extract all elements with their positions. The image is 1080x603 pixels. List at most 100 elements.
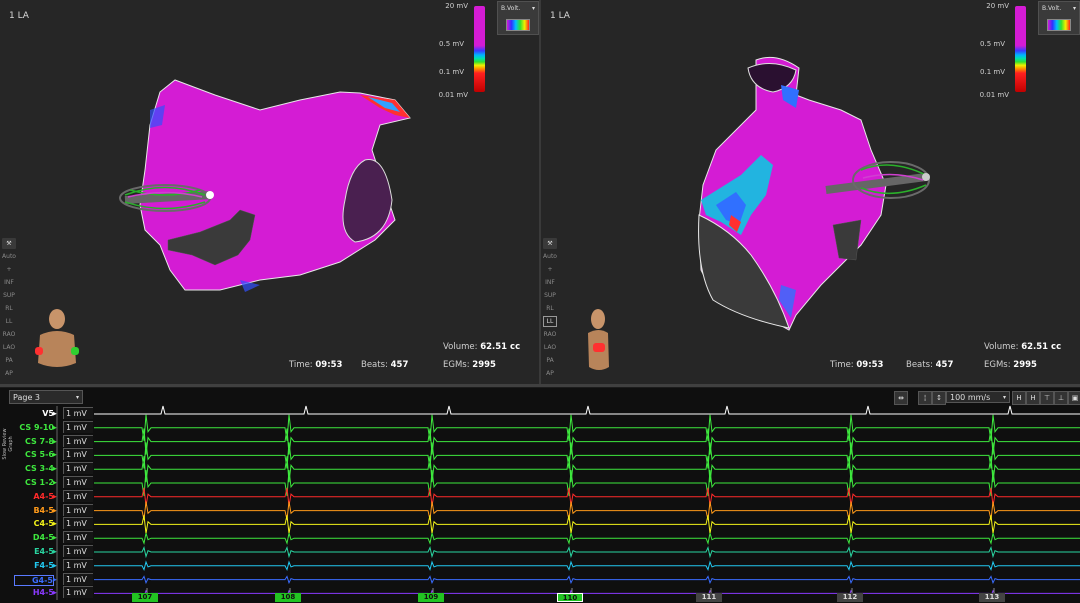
ekg-traces[interactable] <box>0 388 1080 603</box>
view-inf[interactable]: INF <box>4 279 14 286</box>
play-icon: ▶ <box>53 493 57 500</box>
body-orientation-icon[interactable] <box>32 305 82 380</box>
view-rl[interactable]: RL <box>546 305 554 312</box>
beat-number-badge[interactable]: 110 <box>557 593 583 602</box>
tool-add[interactable]: + <box>547 266 553 273</box>
beat-number-badge[interactable]: 109 <box>418 593 444 602</box>
channel-label[interactable]: CS 3-4 <box>24 464 54 474</box>
view-sup[interactable]: SUP <box>3 292 15 299</box>
gain-label[interactable]: 1 mV <box>63 462 93 475</box>
gain-label[interactable]: 1 mV <box>63 558 93 571</box>
gain-label[interactable]: 1 mV <box>63 531 93 544</box>
colorbar-max-label: 20 mV <box>445 2 468 10</box>
ekg-trace <box>94 560 1080 571</box>
gain-label[interactable]: 1 mV <box>63 476 93 488</box>
gain-label[interactable]: 1 mV <box>63 420 93 433</box>
gain-label[interactable]: 1 mV <box>63 489 93 502</box>
channel-label[interactable]: V5 <box>42 409 54 418</box>
page-selector[interactable]: Page 3 ▾ <box>9 390 83 404</box>
channel-label[interactable]: H4-5 <box>32 588 54 598</box>
page-selector-label: Page 3 <box>13 393 40 402</box>
view-rao[interactable]: RAO <box>2 331 16 338</box>
beat-number-badge[interactable]: 107 <box>132 593 158 602</box>
map-type-label: B.Volt. <box>501 5 521 12</box>
channel-label[interactable]: CS 9-10 <box>19 422 54 432</box>
channel-label[interactable]: CS 7-8 <box>24 436 54 446</box>
pin-icon[interactable]: ⚒ <box>543 238 557 249</box>
view-ll[interactable]: LL <box>543 316 557 327</box>
tool-add[interactable]: + <box>6 266 12 273</box>
ekg-trace <box>94 589 1080 598</box>
channel-label[interactable]: G4-5 <box>14 574 54 586</box>
zoom-out-icon[interactable]: H <box>1026 391 1040 405</box>
view-ll[interactable]: LL <box>5 318 13 325</box>
gain-label[interactable]: 1 mV <box>63 545 93 557</box>
beats-stat: Beats: 457 <box>361 360 409 370</box>
map-panel-left[interactable]: 1 LA 20 mV 0.5 mV 0.1 mV 0.01 mV B.Volt.… <box>0 0 539 385</box>
beat-number-badge[interactable]: 111 <box>696 593 722 602</box>
view-lao[interactable]: LAO <box>543 344 557 351</box>
map-panel-right[interactable]: 1 LA 20 mV 0.5 mV 0.1 mV 0.01 mV B.Volt.… <box>541 0 1080 385</box>
gain-label[interactable]: 1 mV <box>63 586 93 599</box>
beat-number-badge[interactable]: 113 <box>979 593 1005 602</box>
tool-auto[interactable]: Auto <box>543 253 557 260</box>
gain-label[interactable]: 1 mV <box>63 407 93 419</box>
view-rl[interactable]: RL <box>5 305 13 312</box>
gain-label[interactable]: 1 mV <box>63 503 93 516</box>
sweep-speed-select[interactable]: 100 mm/s ▾ <box>946 391 1010 403</box>
gain-label[interactable]: 1 mV <box>63 448 93 461</box>
anatomy-map-3d[interactable] <box>541 0 1080 385</box>
scale-down-icon[interactable]: ⊥ <box>1054 391 1068 405</box>
view-ap[interactable]: AP <box>5 370 13 377</box>
channel-label[interactable]: E4-5 <box>34 547 54 556</box>
expand-icon[interactable]: ↕ <box>932 391 946 405</box>
play-icon: ▶ <box>53 411 57 417</box>
caliper-icon[interactable]: ⇹ <box>894 391 908 405</box>
ekg-trace <box>94 501 1080 520</box>
chevron-down-icon: ▾ <box>1002 394 1006 401</box>
body-orientation-icon[interactable] <box>573 305 623 380</box>
colorbar-max-label: 20 mV <box>986 2 1009 10</box>
channel-label[interactable]: B4-5 <box>33 505 54 515</box>
beat-number-badge[interactable]: 108 <box>275 593 301 602</box>
colorbar-low-label: 0.1 mV <box>439 68 464 76</box>
zoom-in-icon[interactable]: H <box>1012 391 1026 405</box>
play-icon: ▶ <box>53 521 57 528</box>
view-ap[interactable]: AP <box>546 370 554 377</box>
play-icon: ▶ <box>53 535 57 542</box>
pin-icon[interactable]: ⚒ <box>2 238 16 249</box>
anatomy-map-3d[interactable] <box>0 0 539 385</box>
channel-label[interactable]: CS 5-6 <box>24 450 54 460</box>
view-lao[interactable]: LAO <box>2 344 16 351</box>
ekg-review-panel[interactable]: Page 3 ▾ Slow Review Graph ⇹ ¦ ↕ 100 mm/… <box>0 388 1080 603</box>
channel-label[interactable]: C4-5 <box>33 519 54 529</box>
channel-label[interactable]: A4-5 <box>33 491 54 501</box>
gain-label[interactable]: 1 mV <box>63 517 93 530</box>
palette-icon <box>1047 19 1071 31</box>
view-sup[interactable]: SUP <box>544 292 556 299</box>
map-type-selector[interactable]: B.Volt. ▾ <box>1038 1 1080 35</box>
channel-label[interactable]: D4-5 <box>32 533 54 543</box>
view-inf[interactable]: INF <box>545 279 555 286</box>
ekg-trace <box>94 414 1080 441</box>
ekg-trace <box>94 533 1080 545</box>
channel-label[interactable]: F4-5 <box>34 560 54 570</box>
save-icon[interactable]: ▣ <box>1068 391 1080 405</box>
map-type-selector[interactable]: B.Volt. ▾ <box>497 1 539 35</box>
splitter[interactable] <box>0 384 1080 387</box>
play-icon: ▶ <box>53 562 57 569</box>
panel-divider[interactable] <box>539 0 541 385</box>
tool-auto[interactable]: Auto <box>2 253 16 260</box>
play-icon: ▶ <box>53 590 57 597</box>
view-pa[interactable]: PA <box>546 357 554 364</box>
scale-up-icon[interactable]: ⊤ <box>1040 391 1054 405</box>
marker-icon[interactable]: ¦ <box>918 391 932 405</box>
beat-number-badge[interactable]: 112 <box>837 593 863 602</box>
view-rao[interactable]: RAO <box>543 331 557 338</box>
gain-label[interactable]: 1 mV <box>63 434 93 447</box>
ekg-trace <box>94 515 1080 534</box>
gain-label[interactable]: 1 mV <box>63 572 93 585</box>
voltage-colorbar <box>1015 6 1026 92</box>
view-pa[interactable]: PA <box>5 357 13 364</box>
channel-label[interactable]: CS 1-2 <box>24 478 54 487</box>
